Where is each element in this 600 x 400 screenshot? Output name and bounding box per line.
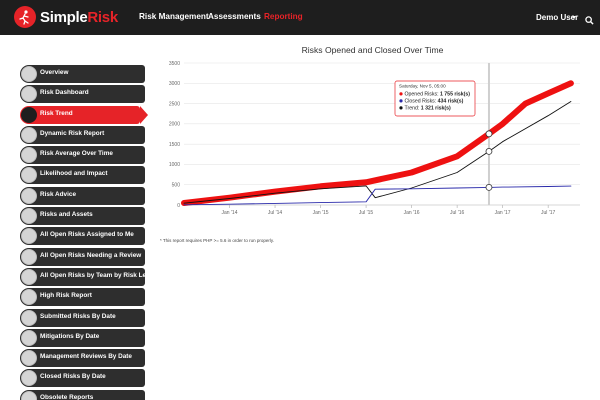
bullet-icon [21,228,37,245]
y-tick-label: 2500 [169,101,180,107]
top-navbar: SimpleRisk Risk Management Assessments R… [0,0,600,35]
sidebar-item-overview[interactable]: Overview [20,65,145,83]
bullet-icon [21,329,37,346]
series-trend [183,101,572,204]
tooltip-swatch-opened [399,92,403,96]
bullet-icon [21,289,37,306]
sidebar-item-risk-dashboard[interactable]: Risk Dashboard [20,85,145,104]
tooltip-row-opened: Opened Risks: 1 755 risk(s) [405,92,471,98]
sidebar-item-label: All Open Risks Needing a Review [40,251,142,259]
sidebar-item-label: Closed Risks By Date [40,373,106,381]
sidebar-item-label: Risks and Assets [40,211,93,219]
sidebar-item-dynamic-risk-report[interactable]: Dynamic Risk Report [20,125,145,144]
sidebar-item-label: Mitigations By Date [40,332,100,340]
chevron-down-icon[interactable] [572,16,576,19]
sidebar-item-obsolete-reports[interactable]: Obsolete Reports [20,389,145,400]
logo-text: SimpleRisk [40,9,118,26]
x-tick-label: Jan '15 [313,210,329,216]
hover-marker-closed [485,183,493,191]
sidebar-item-risk-average-over-time[interactable]: Risk Average Over Time [20,146,145,165]
sidebar-item-label: Risk Dashboard [40,89,89,97]
sidebar-item-label: Risk Average Over Time [40,150,113,158]
chart-title: Risks Opened and Closed Over Time [301,45,444,55]
series-opened-risks [181,80,574,206]
app-logo[interactable]: SimpleRisk [14,6,118,28]
reports-sidebar: Overview Risk Dashboard Risk Trend Dynamic … [20,65,155,400]
bullet-icon [21,147,37,164]
y-tick-label: 1500 [169,142,180,148]
sidebar-item-mitigations-by-date[interactable]: Mitigations By Date [20,328,145,347]
series-closed-risks [183,185,572,206]
sidebar-item-label: Risk Advice [40,190,76,198]
bullet-icon [21,248,37,265]
sidebar-item-closed-risks-by-date[interactable]: Closed Risks By Date [20,369,145,388]
x-tick-label: Jan '14 [222,210,238,216]
sidebar-item-submitted-risks-by-date[interactable]: Submitted Risks By Date [20,308,145,327]
hover-marker-trend [485,148,493,155]
sidebar-item-label: Submitted Risks By Date [40,312,116,320]
logo-text-risk: Risk [87,8,118,26]
sidebar-item-label: High Risk Report [40,292,92,300]
tooltip-box [394,80,476,117]
bullet-icon [21,309,37,326]
y-tick-label: 0 [177,203,180,209]
sidebar-item-likelihood-and-impact[interactable]: Likelihood and Impact [20,166,145,185]
x-tick-label: Jan '17 [495,210,511,216]
sidebar-item-all-open-risks-by-team-by-risk-level[interactable]: All Open Risks by Team by Risk Level [20,267,155,286]
sidebar-item-risks-and-assets[interactable]: Risks and Assets [20,207,145,226]
user-menu[interactable]: Demo User [536,13,579,22]
x-tick-label: Jul '15 [359,210,374,216]
y-tick-label: 2000 [169,122,180,128]
bullet-icon [21,390,37,400]
x-tick-label: Jul '16 [450,210,465,216]
sidebar-item-label: Dynamic Risk Report [40,129,105,137]
y-tick-label: 3500 [169,61,180,67]
tooltip-swatch-trend [399,106,403,110]
x-tick-label: Jan '16 [404,210,420,216]
bullet-icon [21,268,37,285]
sidebar-item-all-open-risks-needing-a-review[interactable]: All Open Risks Needing a Review [20,247,145,266]
tooltip-row-closed: Closed Risks: 434 risk(s) [405,99,464,105]
bullet-icon [21,126,37,143]
tooltip-swatch-closed [399,99,403,103]
sidebar-item-label: Obsolete Reports [40,393,94,400]
logo-text-simple: Simple [40,8,88,26]
sidebar-item-risk-advice[interactable]: Risk Advice [20,186,145,205]
y-tick-label: 500 [172,183,181,189]
bullet-icon [21,208,37,225]
sidebar-item-high-risk-report[interactable]: High Risk Report [20,288,145,307]
sidebar-item-label: Risk Trend [40,109,73,117]
sidebar-item-label: Likelihood and Impact [40,170,108,178]
bullet-icon [21,370,37,387]
x-tick-label: Jul '17 [541,210,556,216]
bullet-icon [21,86,37,103]
nav-reporting[interactable]: Reporting [264,12,303,21]
bullet-icon [21,350,37,367]
bullet-icon [21,66,37,82]
sidebar-item-label: Overview [40,69,69,76]
sidebar-item-label: Management Reviews By Date [40,353,132,361]
sidebar-item-risk-trend[interactable]: Risk Trend [20,105,148,124]
bullet-icon [21,106,37,123]
php-note: * This report requires PHP >= 5.6 in ord… [160,238,275,243]
risk-trend-chart[interactable]: 0 500 1000 1500 2000 2500 3000 3500 Jan '14 Jul '… [160,55,585,220]
bullet-icon [21,187,37,204]
sidebar-item-all-open-risks-assigned-to-me[interactable]: All Open Risks Assigned to Me [20,227,145,246]
y-tick-label: 1000 [169,162,180,168]
hover-marker-opened [485,130,493,138]
nav-assessments[interactable]: Assessments [208,12,261,21]
sidebar-item-label: All Open Risks by Team by Risk Level [40,271,155,279]
sidebar-item-label: All Open Risks Assigned to Me [40,231,134,239]
nav-risk-management[interactable]: Risk Management [139,12,209,21]
x-tick-label: Jul '14 [268,210,283,216]
logo-icon [14,6,36,28]
tooltip-row-trend: Trend: 1 321 risk(s) [405,106,452,112]
y-tick-label: 3000 [169,81,180,87]
tooltip-date: Saturday, Nov 5, 05:00 [399,84,446,89]
search-icon[interactable] [585,12,594,30]
bullet-icon [21,167,37,184]
sidebar-item-management-reviews-by-date[interactable]: Management Reviews By Date [20,349,145,368]
